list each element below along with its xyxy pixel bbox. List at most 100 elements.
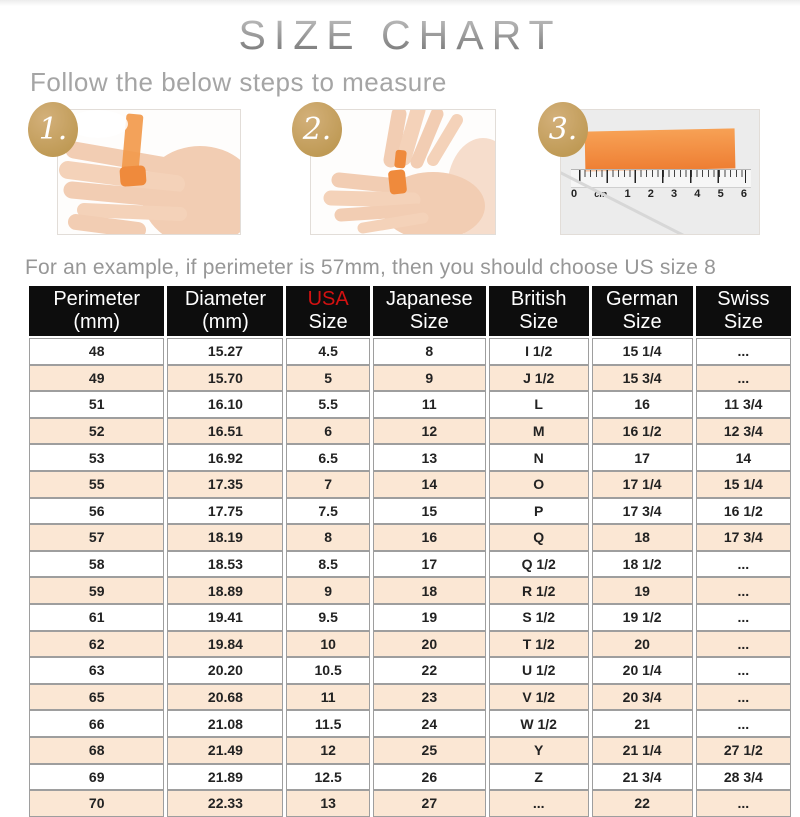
table-cell: 17.35	[167, 470, 284, 498]
table-cell: 20	[372, 630, 486, 658]
step-number-badge-3: 3.	[538, 102, 588, 157]
table-cell: 16.10	[167, 391, 284, 418]
step3-photo-measure-ruler: 0 cm 1 2 3 4 5 6	[560, 109, 760, 235]
measure-instructions-heading: Follow the below steps to measure	[30, 67, 447, 97]
column-header-line2: Size	[622, 311, 662, 333]
table-row: 65 20.68 11 23 V 1/2 20 3/4...	[29, 683, 791, 711]
table-row: 51 16.10 5.5 11 L 16 11 3/4	[29, 391, 791, 418]
table-cell: V 1/2	[488, 683, 589, 711]
table-cell: 48	[29, 338, 165, 365]
table-cell: 55	[29, 470, 165, 498]
table-body: 48 15.27 4.5 8 I 1/2 15 1/4... 49 15.70 5 9 J 1/2 1…	[29, 338, 791, 817]
table-cell: 49	[29, 364, 165, 392]
table-cell: 5.5	[286, 391, 370, 418]
table-cell: 15 3/4	[591, 364, 693, 392]
table-cell: 58	[29, 550, 165, 578]
ruler-label: 0	[571, 188, 578, 200]
table-cell: 9	[286, 577, 370, 604]
table-row: 56 17.75 7.5 15 P 17 3/4 16 1/2	[29, 497, 791, 525]
ring-size-table: Perimeter (mm) Diameter (mm) USA Size Japanese…	[26, 286, 794, 817]
table-cell: 66	[29, 710, 165, 737]
table-cell: 11 3/4	[695, 391, 791, 418]
column-header: Diameter (mm)	[167, 286, 284, 338]
ruler-label: 1	[624, 188, 631, 200]
column-header-line2: (mm)	[73, 311, 121, 333]
table-cell: 12	[286, 736, 370, 764]
table-cell: ...	[695, 790, 791, 817]
table-cell: 28 3/4	[695, 763, 791, 791]
table-cell: ...	[695, 338, 791, 365]
table-cell: 17 3/4	[695, 524, 791, 551]
table-cell: 22	[591, 790, 693, 817]
table-cell: 15 1/4	[591, 338, 693, 365]
table-cell: 22.33	[167, 790, 284, 817]
table-cell: 12 3/4	[695, 417, 791, 445]
ruler-label: 6	[740, 188, 747, 200]
table-cell: 21.08	[167, 710, 284, 737]
column-header: Perimeter (mm)	[29, 286, 165, 338]
table-cell: ...	[488, 790, 589, 817]
table-cell: 24	[372, 710, 486, 737]
column-header-line2: Size	[409, 311, 449, 333]
table-cell: 70	[29, 790, 165, 817]
table-cell: O	[488, 470, 589, 498]
table-cell: 9.5	[286, 603, 370, 631]
table-cell: 11	[372, 391, 486, 418]
column-header-line1: German	[606, 288, 679, 310]
table-row: 48 15.27 4.5 8 I 1/2 15 1/4...	[29, 338, 791, 365]
column-header-line1: Japanese	[385, 288, 473, 310]
column-header: Japanese Size	[372, 286, 486, 338]
column-header: Swiss Size	[695, 286, 791, 338]
table-cell: 13	[372, 444, 486, 471]
table-row: 69 21.89 12.5 26 Z 21 3/4 28 3/4	[29, 763, 791, 791]
column-header-line1: Diameter	[184, 288, 266, 310]
table-cell: 51	[29, 391, 165, 418]
table-row: 57 18.19 8 16 Q 18 17 3/4	[29, 524, 791, 551]
table-header-row: Perimeter (mm) Diameter (mm) USA Size Japanese…	[29, 286, 791, 338]
table-cell: 62	[29, 630, 165, 658]
ruler	[571, 169, 751, 188]
hands-marking-tape-illustration	[311, 110, 495, 234]
column-header-line2: Size	[519, 311, 559, 333]
table-cell: ...	[695, 683, 791, 711]
table-cell: Y	[488, 736, 589, 764]
table-cell: 17	[591, 444, 693, 471]
table-row: 53 16.92 6.5 13 N 17 14	[29, 444, 791, 471]
table-cell: 19 1/2	[591, 603, 693, 631]
table-cell: 17 3/4	[591, 497, 693, 525]
table-cell: 15.70	[167, 364, 284, 392]
table-cell: 17.75	[167, 497, 284, 525]
table-cell: 52	[29, 417, 165, 445]
table-cell: 57	[29, 524, 165, 551]
table-row: 62 19.84 10 20 T 1/2 20...	[29, 630, 791, 658]
table-cell: ...	[695, 577, 791, 604]
table-cell: 53	[29, 444, 165, 471]
page-title: SIZE CHART	[0, 12, 800, 59]
top-strip	[0, 0, 800, 6]
table-cell: ...	[695, 710, 791, 737]
table-cell: 18.19	[167, 524, 284, 551]
table-row: 68 21.49 12 25 Y 21 1/4 27 1/2	[29, 736, 791, 764]
table-cell: 21.89	[167, 763, 284, 791]
table-cell: 18 1/2	[591, 550, 693, 578]
table-cell: 59	[29, 577, 165, 604]
table-row: 70 22.33 13 27... 22...	[29, 790, 791, 817]
table-cell: 27	[372, 790, 486, 817]
hand-with-tape-illustration	[58, 110, 240, 234]
table-cell: N	[488, 444, 589, 471]
table-cell: 15	[372, 497, 486, 525]
ruler-label: 3	[671, 188, 678, 200]
ruler-label: 4	[694, 188, 701, 200]
table-cell: 15 1/4	[695, 470, 791, 498]
table-cell: 4.5	[286, 338, 370, 365]
table-cell: 61	[29, 603, 165, 631]
table-cell: ...	[695, 603, 791, 631]
table-cell: ...	[695, 657, 791, 684]
table-cell: Z	[488, 763, 589, 791]
table-cell: 18.89	[167, 577, 284, 604]
table-cell: ...	[695, 630, 791, 658]
column-header-line2: (mm)	[202, 311, 249, 333]
table-row: 63 20.20 10.5 22 U 1/2 20 1/4...	[29, 657, 791, 684]
table-cell: U 1/2	[488, 657, 589, 684]
table-cell: 17 1/4	[591, 470, 693, 498]
